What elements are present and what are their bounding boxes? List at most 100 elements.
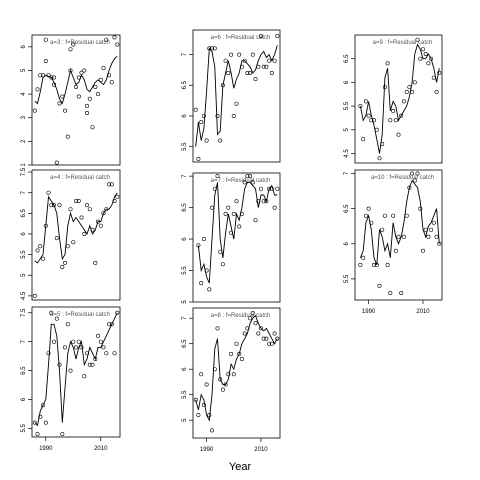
observed-point (256, 199, 261, 204)
observed-point (112, 351, 117, 356)
observed-point (380, 142, 385, 147)
observed-point (98, 223, 103, 228)
observed-point (196, 156, 201, 161)
y-tick-label: 5 (182, 418, 188, 422)
observed-point (245, 71, 250, 76)
observed-point (57, 101, 62, 106)
observed-point (264, 336, 269, 341)
observed-point (426, 61, 431, 66)
observed-point (234, 199, 239, 204)
observed-point (269, 341, 274, 346)
observed-point (220, 83, 225, 88)
observed-point (65, 134, 70, 139)
observed-point (68, 207, 73, 212)
observed-point (429, 56, 434, 61)
observed-point (385, 262, 390, 267)
observed-point (234, 341, 239, 346)
observed-point (407, 85, 412, 90)
observed-point (93, 260, 98, 265)
observed-point (74, 85, 79, 90)
observed-point (258, 34, 263, 39)
observed-point (46, 73, 51, 78)
panel-4: a=4 : f=Residual catch 4.5 5 5.5 6 6.5 7 7.5 (21, 167, 121, 301)
panel-title: a=5 : f=Residual catch (50, 312, 110, 318)
fitted-line (34, 312, 118, 427)
observed-point (68, 68, 73, 73)
observed-point (109, 322, 114, 327)
observed-point (57, 362, 62, 367)
observed-point (226, 372, 231, 377)
observed-point (90, 227, 95, 232)
panel-7: a=5 : f=Residual catch 5.5 6 6.5 7 7.5 1990 201… (21, 306, 121, 452)
panel-title: a=3 : f=Residual catch (50, 40, 110, 46)
y-tick-label: 4.5 (344, 149, 350, 158)
observed-point (264, 64, 269, 69)
y-tick-label: 6.5 (21, 366, 27, 375)
observed-point (420, 248, 425, 253)
observed-point (90, 362, 95, 367)
plot-frame (354, 169, 443, 301)
observed-point (237, 52, 242, 57)
y-tick-label: 3 (21, 115, 27, 119)
observed-point (248, 71, 253, 76)
plot-frame (192, 307, 281, 439)
observed-point (54, 236, 59, 241)
observed-point (366, 206, 371, 211)
observed-point (412, 178, 417, 183)
observed-point (79, 345, 84, 350)
y-tick-label: 6 (182, 237, 188, 241)
observed-point (256, 64, 261, 69)
y-tick-label: 6 (21, 44, 27, 48)
observed-point (98, 77, 103, 82)
observed-point (242, 58, 247, 63)
observed-point (112, 199, 117, 204)
observed-point (35, 248, 40, 253)
observed-point (369, 220, 374, 225)
observed-point (423, 227, 428, 232)
observed-point (431, 220, 436, 225)
observed-point (104, 37, 109, 42)
observed-point (60, 94, 65, 99)
observed-point (79, 70, 84, 75)
observed-point (196, 243, 201, 248)
observed-point (393, 118, 398, 123)
plot-frame (192, 172, 281, 303)
observed-point (215, 114, 220, 119)
observed-point (250, 311, 255, 316)
observed-point (437, 241, 442, 246)
observed-point (410, 89, 415, 94)
observed-point (68, 368, 73, 373)
observed-point (43, 37, 48, 42)
observed-point (32, 108, 37, 113)
observed-point (218, 249, 223, 254)
observed-point (248, 174, 253, 179)
observed-point (223, 211, 228, 216)
observed-point (250, 52, 255, 57)
observed-point (377, 283, 382, 288)
observed-point (361, 255, 366, 260)
observed-point (51, 82, 56, 87)
observed-point (388, 118, 393, 123)
observed-point (85, 203, 90, 208)
x-tick-label: 1990 (200, 447, 214, 453)
observed-point (267, 341, 272, 346)
observed-point (109, 182, 114, 187)
plot-frame (354, 34, 443, 164)
observed-point (82, 374, 87, 379)
observed-point (231, 211, 236, 216)
observed-point (207, 413, 212, 418)
observed-point (248, 316, 253, 321)
observed-point (429, 227, 434, 232)
fitted-line (195, 45, 278, 147)
y-tick-label: 7.5 (21, 308, 27, 317)
observed-point (71, 339, 76, 344)
observed-point (199, 372, 204, 377)
observed-point (96, 92, 101, 97)
observed-point (60, 432, 65, 437)
panel-2: a=6 : f=Residual catch 5.5 6 6.5 7 (182, 29, 281, 163)
observed-point (264, 199, 269, 204)
observed-point (374, 262, 379, 267)
observed-point (267, 186, 272, 191)
observed-point (76, 94, 81, 99)
